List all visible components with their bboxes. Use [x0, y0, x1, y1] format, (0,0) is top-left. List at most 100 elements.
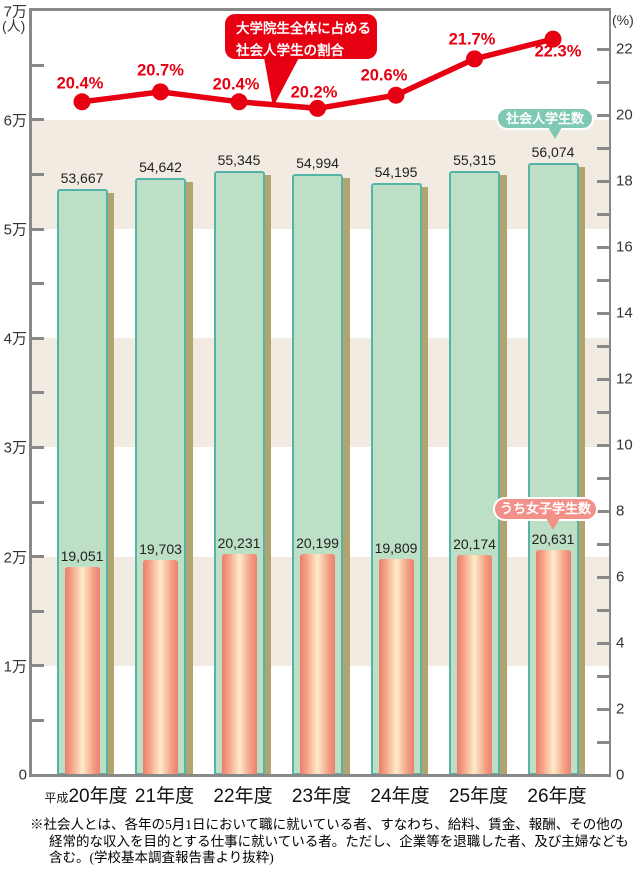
female-students-value-label: 20,231 [217, 535, 261, 552]
right-axis-tick [596, 542, 609, 546]
left-axis-tick [31, 500, 44, 504]
bar-shadow [500, 174, 507, 775]
adult-students-value-label: 56,074 [531, 143, 575, 160]
left-axis-tick-label: 6万 [3, 112, 27, 130]
bar-female-students [457, 554, 492, 775]
left-axis-tick [31, 336, 44, 340]
x-axis-year-label: 25年度 [448, 786, 509, 807]
left-axis-tick-label: 1万 [3, 658, 27, 676]
adult-students-value-label: 54,642 [139, 159, 182, 176]
adult-students-value-label: 53,667 [60, 169, 104, 186]
legend-female-students-badge: うち女子学生数 [493, 497, 598, 530]
percent-label: 20.4% [212, 75, 260, 94]
left-axis-tick [31, 227, 44, 231]
adult-students-value-label: 54,195 [374, 164, 418, 181]
x-axis-category-label: 26年度 [527, 781, 586, 808]
right-axis-tick-label: 12 [616, 370, 633, 388]
ratio-callout-line1: 大学院生全体に占める [236, 21, 371, 36]
trend-line-point [387, 86, 405, 104]
percent-label: 21.7% [448, 30, 496, 49]
bar-female-students [535, 549, 571, 775]
trend-line-point [230, 93, 248, 111]
x-axis-era-prefix: 平成 [44, 791, 69, 805]
ratio-callout-line2: 社会人学生の割合 [236, 42, 344, 58]
right-axis-tick [596, 179, 609, 183]
bar-shadow [186, 182, 193, 775]
x-axis-year-label: 20年度 [68, 786, 128, 807]
x-axis-category-label: 平成20年度 [44, 781, 127, 808]
right-axis-tick-label: 16 [616, 238, 633, 256]
right-axis-tick-label: 2 [616, 700, 625, 718]
left-axis-tick-label: 4万 [3, 330, 27, 348]
right-axis-tick [596, 608, 609, 612]
footnote-line2: 経常的な収入を目的とする仕事に就いている者。ただし、企業等を退職した者、及び主婦… [49, 833, 629, 849]
left-axis-tick-label: 7万 [3, 3, 27, 21]
right-axis-tick [596, 245, 609, 249]
adult-students-value-label: 55,345 [217, 151, 261, 168]
right-axis-tick [596, 377, 609, 381]
adult-students-value-label: 55,315 [453, 151, 496, 168]
right-axis-tick-label: 4 [616, 634, 625, 652]
left-axis-tick [31, 282, 44, 286]
right-axis-tick-label: 18 [616, 172, 633, 190]
percent-label: 20.2% [290, 83, 338, 102]
female-students-value-label: 20,631 [531, 530, 575, 547]
left-axis-tick [31, 609, 44, 613]
right-axis-unit-label: (%) [612, 12, 634, 28]
right-axis-tick [596, 344, 609, 348]
left-axis-line [29, 8, 32, 777]
bar-shadow [578, 166, 585, 775]
bar-shadow [264, 174, 271, 775]
right-axis-tick [596, 641, 609, 645]
left-axis-tick [31, 118, 44, 122]
right-axis-tick-label: 20 [616, 106, 633, 124]
right-axis-tick [596, 80, 609, 84]
bar-shadow [107, 192, 114, 775]
right-axis-tick [596, 476, 609, 480]
x-axis-year-label: 24年度 [370, 786, 430, 807]
top-axis-line [29, 8, 611, 11]
right-axis-tick [596, 410, 609, 414]
x-axis-year-label: 21年度 [134, 786, 195, 807]
ratio-callout: 大学院生全体に占める 社会人学生の割合 [225, 14, 377, 59]
bar-shadow [421, 187, 428, 775]
left-axis-tick [31, 664, 44, 668]
chart-area: (人) (%) 大学院生全体に占める 社会人学生の割合 社会人学生数 うち女子学… [2, 3, 634, 808]
x-axis-category-label: 25年度 [449, 781, 508, 808]
left-axis-tick [31, 172, 44, 176]
bar-female-students [64, 566, 100, 775]
female-students-value-label: 19,051 [60, 547, 104, 564]
x-axis-category-label: 24年度 [370, 781, 429, 808]
bar-shadow [343, 178, 350, 775]
percent-label: 22.3% [534, 42, 582, 61]
right-axis-tick [596, 212, 609, 216]
x-axis-year-label: 22年度 [213, 786, 273, 807]
female-students-value-label: 20,199 [296, 535, 339, 552]
right-axis-tick [596, 278, 609, 282]
adult-students-value-label: 54,994 [296, 155, 339, 172]
right-axis-tick [596, 707, 609, 711]
female-students-value-label: 19,809 [374, 539, 418, 556]
x-axis-category-label: 22年度 [213, 781, 272, 808]
left-axis-tick-label: 2万 [3, 549, 27, 567]
left-axis-unit-label: (人) [2, 18, 26, 34]
x-axis-category-label: 23年度 [292, 781, 351, 808]
footnote-line3: 含む。(学校基本調査報告書より抜粋) [49, 850, 274, 866]
left-axis-tick [31, 63, 44, 67]
right-axis-tick [596, 443, 609, 447]
left-axis-tick-label: 3万 [3, 439, 27, 457]
percent-label: 20.7% [137, 61, 184, 80]
right-axis-tick-label: 10 [616, 436, 633, 454]
percent-label: 20.6% [360, 66, 408, 85]
right-axis-tick [596, 113, 609, 117]
bar-female-students [300, 554, 335, 775]
left-axis-tick-label: 5万 [3, 221, 27, 239]
right-axis-tick [596, 509, 609, 513]
left-axis-tick [31, 445, 44, 449]
left-axis-tick [31, 718, 44, 722]
right-axis-tick [596, 674, 609, 678]
bar-female-students [221, 554, 257, 775]
female-students-value-label: 20,174 [453, 535, 496, 552]
female-students-value-label: 19,703 [139, 540, 182, 557]
bottom-axis-line [29, 774, 611, 777]
